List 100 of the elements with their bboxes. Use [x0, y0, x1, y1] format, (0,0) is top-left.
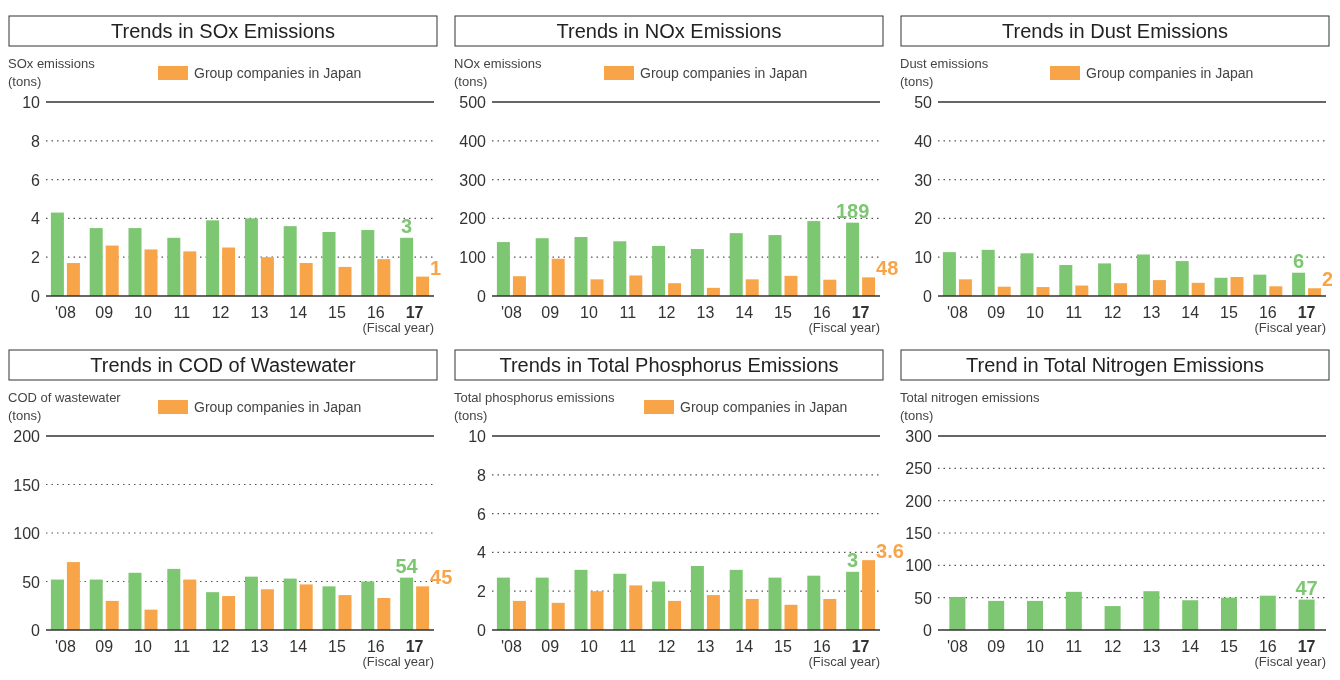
- bar: [128, 572, 142, 630]
- bar: [322, 586, 336, 630]
- data-label: 54: [395, 554, 419, 577]
- bar: [183, 579, 197, 630]
- bar: [574, 237, 588, 296]
- bar: [729, 569, 743, 630]
- data-label: 2: [1322, 268, 1334, 291]
- x-axis-title: (Fiscal year): [362, 320, 434, 335]
- x-tick-label: 11: [1065, 638, 1083, 655]
- bar: [668, 600, 682, 630]
- y-axis-title: SOx emissions (tons): [8, 56, 96, 89]
- y-tick-label: 50: [914, 94, 933, 111]
- x-tick-label: 17: [1297, 638, 1316, 655]
- bar: [535, 577, 549, 630]
- y-tick-label: 0: [923, 622, 933, 639]
- x-tick-label: 09: [541, 304, 560, 321]
- x-tick-label: 15: [774, 638, 792, 655]
- x-tick-label: 13: [696, 304, 715, 321]
- bar: [745, 598, 759, 630]
- bar: [942, 252, 956, 296]
- bar: [706, 595, 720, 630]
- y-tick-label: 50: [914, 589, 933, 607]
- bar: [807, 575, 821, 630]
- bar: [613, 241, 627, 296]
- bar: [1292, 272, 1306, 296]
- x-axis-title: (Fiscal year): [808, 654, 880, 669]
- bar: [729, 233, 743, 296]
- x-tick-label: 14: [735, 638, 754, 655]
- bar: [862, 277, 876, 296]
- x-axis-title: (Fiscal year): [808, 320, 880, 335]
- x-tick-label: '08: [500, 304, 522, 321]
- x-tick-label: 16: [1258, 638, 1277, 655]
- bar: [846, 222, 860, 296]
- x-tick-label: '08: [946, 304, 968, 321]
- bar: [361, 581, 375, 630]
- x-tick-label: 10: [580, 304, 598, 321]
- x-tick-label: 15: [774, 304, 792, 321]
- data-label: 3: [401, 214, 413, 237]
- data-label: 48: [876, 257, 899, 280]
- y-tick-label: 100: [905, 557, 933, 575]
- bar: [512, 276, 526, 296]
- bar: [807, 221, 821, 296]
- y-tick-label: 100: [459, 249, 487, 267]
- y-tick-label: 2: [477, 583, 487, 601]
- bar: [128, 228, 142, 296]
- bar: [1214, 277, 1228, 296]
- x-tick-label: 15: [1220, 638, 1238, 655]
- y-tick-label: 200: [905, 492, 933, 510]
- y-axis-title: Total nitrogen emissions (tons): [900, 390, 1040, 423]
- y-axis-title: NOx emissions (tons): [454, 56, 542, 89]
- bar: [496, 577, 510, 630]
- x-tick-label: 16: [366, 638, 385, 655]
- x-tick-label: 11: [1065, 304, 1083, 321]
- x-tick-label: '08: [500, 638, 522, 655]
- x-tick-label: 14: [1181, 304, 1200, 321]
- x-tick-label: 09: [987, 304, 1006, 321]
- bar: [105, 245, 119, 296]
- x-tick-label: 17: [405, 304, 424, 321]
- bar: [690, 565, 704, 630]
- x-tick-label: 10: [134, 304, 152, 321]
- bar: [535, 238, 549, 296]
- bar: [1027, 600, 1043, 630]
- legend-label: Group companies in Japan: [194, 65, 362, 81]
- x-tick-label: 13: [250, 638, 269, 655]
- chart-title: Trends in Dust Emissions: [1002, 20, 1228, 42]
- bar: [862, 560, 876, 630]
- bar: [958, 279, 972, 296]
- bar: [1065, 591, 1082, 630]
- bar: [1182, 600, 1199, 630]
- bar: [244, 576, 258, 630]
- x-tick-label: 12: [1103, 304, 1122, 321]
- bar: [299, 584, 313, 630]
- bar: [512, 600, 526, 630]
- y-tick-label: 30: [914, 171, 933, 189]
- y-tick-label: 4: [31, 210, 41, 228]
- x-tick-label: 12: [211, 638, 230, 655]
- bar: [167, 237, 181, 296]
- bar: [66, 562, 80, 630]
- data-label: 47: [1295, 576, 1318, 599]
- bar: [768, 577, 782, 630]
- bar: [551, 258, 565, 296]
- bar: [377, 259, 391, 296]
- x-tick-label: 12: [657, 638, 676, 655]
- x-tick-label: 10: [580, 638, 598, 655]
- bar: [784, 604, 798, 630]
- bar: [1230, 276, 1244, 296]
- bar: [1152, 280, 1166, 296]
- bar: [574, 569, 588, 630]
- bar: [400, 577, 414, 630]
- x-tick-label: 16: [812, 638, 831, 655]
- data-label: 3: [847, 548, 859, 571]
- x-tick-label: 09: [541, 638, 560, 655]
- bar: [50, 212, 64, 296]
- x-tick-label: 13: [250, 304, 269, 321]
- bar: [105, 600, 119, 630]
- bar: [244, 218, 258, 296]
- bar: [144, 609, 158, 630]
- bar: [1175, 261, 1189, 296]
- x-tick-label: 15: [1220, 304, 1238, 321]
- bar: [823, 598, 837, 630]
